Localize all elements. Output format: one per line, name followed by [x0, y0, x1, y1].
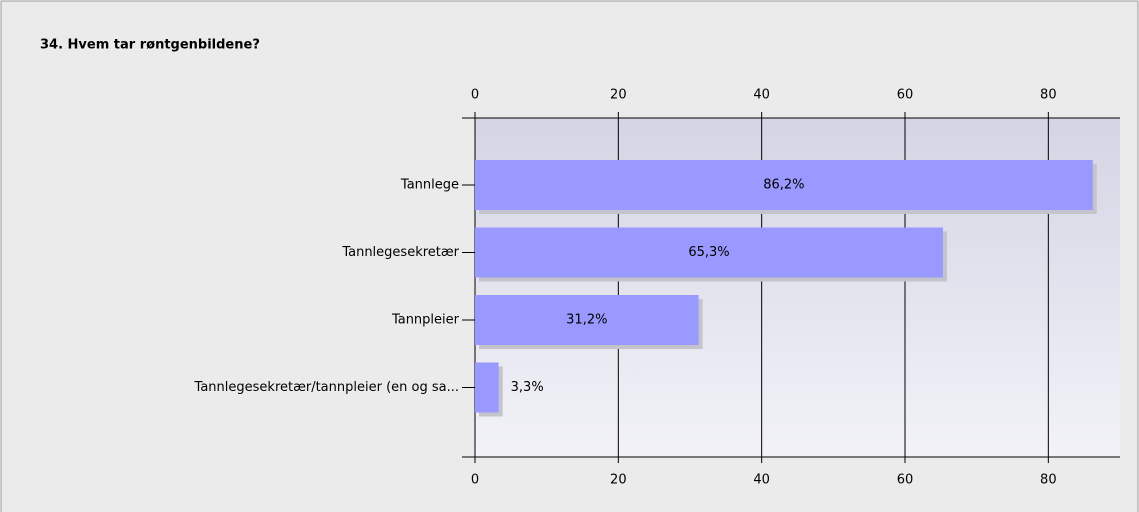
chart-title: 34. Hvem tar røntgenbildene? — [40, 38, 260, 53]
y-tick-label: Tannlegesekretær/tannpleier (en og sa... — [194, 380, 459, 395]
x-tick-label: 60 — [897, 88, 914, 103]
value-label: 65,3% — [688, 245, 729, 260]
y-tick-label: Tannpleier — [391, 313, 460, 328]
value-label: 86,2% — [763, 178, 804, 193]
value-label: 3,3% — [511, 380, 544, 395]
x-tick-label: 0 — [471, 473, 479, 488]
x-tick-label: 40 — [753, 88, 770, 103]
x-tick-label: 60 — [897, 473, 914, 488]
x-tick-label: 40 — [753, 473, 770, 488]
y-tick-label: Tannlegesekretær — [341, 245, 459, 260]
x-tick-label: 80 — [1040, 473, 1057, 488]
x-tick-label: 20 — [610, 473, 627, 488]
bar — [475, 295, 699, 345]
bar — [475, 362, 499, 413]
x-tick-label: 20 — [610, 88, 627, 103]
x-tick-label: 0 — [471, 88, 479, 103]
bar — [475, 160, 1093, 210]
bar — [475, 227, 943, 278]
x-tick-label: 80 — [1040, 88, 1057, 103]
y-tick-label: Tannlege — [400, 178, 459, 193]
value-label: 31,2% — [566, 313, 607, 328]
